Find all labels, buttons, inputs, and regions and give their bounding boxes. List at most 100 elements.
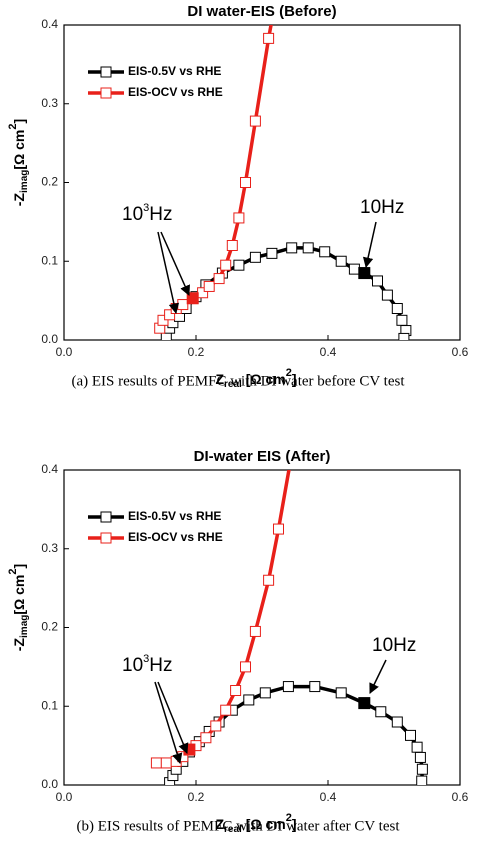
- text-part: ]: [292, 816, 297, 832]
- data-point: [220, 259, 232, 271]
- data-point: [335, 687, 347, 699]
- text-part: [Ω cm: [242, 816, 286, 832]
- text-part: [Ω cm: [11, 575, 27, 615]
- text-part: 10: [122, 655, 143, 676]
- data-point: [233, 259, 245, 271]
- highlight-point: [186, 292, 199, 305]
- plot-area: [154, 25, 412, 340]
- data-point: [230, 685, 242, 696]
- data-point: [213, 273, 225, 285]
- data-point: [263, 574, 275, 586]
- data-point: [391, 716, 403, 728]
- annotation-arrow: [362, 221, 377, 269]
- text-part: ]: [11, 564, 27, 569]
- annotation: 10Hz: [360, 197, 404, 218]
- data-point: [266, 247, 278, 259]
- y-tick-label: 0.4: [41, 17, 58, 31]
- text-part: Z: [215, 371, 224, 387]
- y-tick-label: 0.2: [41, 175, 58, 189]
- annotation-arrow: [369, 659, 387, 694]
- annotation: 10Hz: [372, 635, 416, 656]
- data-point: [249, 251, 261, 263]
- text-part: 10Hz: [360, 197, 404, 218]
- annotation: 103Hz: [122, 202, 173, 225]
- data-point: [150, 757, 162, 769]
- text-part: -Z: [11, 638, 27, 652]
- chart: DI-water EIS (After) 0.0 0.2 0.4 0.6 0.0 0.1 0.…: [7, 448, 469, 835]
- y-tick-label: 0.4: [41, 462, 58, 476]
- legend-marker: [100, 66, 112, 78]
- text-part: 10Hz: [372, 635, 416, 656]
- data-point: [302, 242, 314, 254]
- x-axis-label: Zreal [Ω cm2]: [215, 812, 296, 835]
- text-part: 3: [143, 202, 149, 214]
- data-point: [282, 681, 294, 693]
- text-part: -Z: [11, 193, 27, 207]
- chart-title: DI water-EIS (Before): [187, 3, 336, 20]
- data-point: [398, 332, 410, 340]
- data-point: [381, 289, 393, 301]
- data-point: [200, 732, 212, 744]
- text-part: 10: [122, 204, 143, 225]
- data-point: [249, 625, 261, 637]
- x-tick-label: 0.2: [188, 790, 205, 804]
- data-point: [210, 720, 222, 732]
- data-point: [414, 751, 426, 763]
- x-tick-label: 0.0: [56, 345, 73, 359]
- plot-area: [150, 470, 428, 785]
- legend-label: EIS-0.5V vs RHE: [128, 509, 221, 523]
- y-tick-label: 0.3: [41, 96, 58, 110]
- legend-label: EIS-0.5V vs RHE: [128, 64, 221, 78]
- annotation-arrow: [157, 231, 180, 315]
- annotation-arrow: [154, 681, 183, 765]
- data-point: [160, 757, 172, 769]
- caption: (b) EIS results of PEMFC with DI water a…: [76, 818, 400, 834]
- data-point: [249, 115, 261, 127]
- data-point: [391, 303, 403, 314]
- y-tick-label: 0.1: [41, 698, 58, 712]
- text-part: real: [224, 824, 242, 835]
- x-tick-label: 0.4: [320, 345, 337, 359]
- legend-marker: [100, 511, 112, 523]
- x-tick-label: 0.6: [452, 790, 469, 804]
- data-point: [226, 240, 238, 251]
- text-part: imag: [19, 615, 30, 638]
- data-point: [243, 694, 255, 706]
- x-tick-label: 0.0: [56, 790, 73, 804]
- data-point: [416, 763, 428, 775]
- annotation-arrow: [157, 681, 189, 754]
- y-tick-label: 0.0: [41, 332, 58, 346]
- data-point: [263, 32, 275, 44]
- data-point: [240, 177, 251, 188]
- y-tick-label: 0.2: [41, 620, 58, 634]
- data-point: [177, 299, 189, 311]
- legend-label: EIS-OCV vs RHE: [128, 530, 223, 544]
- x-tick-label: 0.2: [188, 345, 205, 359]
- text-part: [Ω cm: [242, 371, 286, 387]
- y-axis-label: -Zimag[Ω cm2]: [7, 564, 30, 651]
- data-point: [220, 704, 232, 716]
- text-part: 3: [143, 653, 149, 665]
- chart: DI water-EIS (Before) 0.0 0.2 0.4 0.6 0.0 0.1 0…: [7, 3, 469, 390]
- annotation: 103Hz: [122, 653, 173, 676]
- text-part: 2: [7, 123, 19, 129]
- text-part: Hz: [149, 655, 172, 676]
- legend-marker: [100, 87, 112, 99]
- data-point: [319, 246, 331, 258]
- highlight-point: [358, 697, 371, 710]
- chart-title: DI-water EIS (After): [194, 448, 331, 465]
- highlight-point: [358, 267, 371, 280]
- data-point: [273, 523, 284, 535]
- text-part: 2: [286, 812, 292, 824]
- data-point: [309, 681, 321, 693]
- data-point: [375, 706, 387, 718]
- data-point: [259, 687, 271, 699]
- data-point: [240, 661, 251, 673]
- data-point: [203, 280, 215, 292]
- legend-label: EIS-OCV vs RHE: [128, 85, 223, 99]
- text-part: imag: [19, 170, 30, 193]
- text-part: ]: [11, 119, 27, 124]
- data-point: [233, 212, 245, 224]
